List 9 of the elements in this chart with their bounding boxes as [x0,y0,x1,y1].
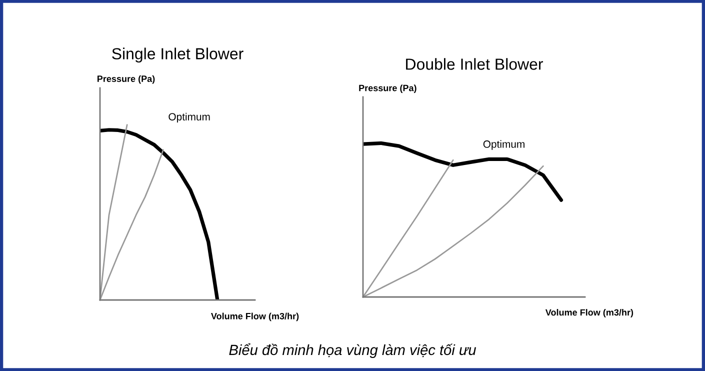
text: Biểu đồ minh họa vùng làm việc tối ưu [229,343,476,358]
y-axis-title: Pressure (Pa) [98,75,155,84]
chart-title: Single Inlet Blower [112,48,244,63]
y-axis-title: Pressure (Pa) [359,84,416,93]
chart-title: Double Inlet Blower [406,58,543,70]
annotation: Optimum [483,140,524,150]
x-axis-title: Volume Flow (m3/hr) [211,312,299,322]
text: Optimum [168,112,210,123]
x-axis-title: Volume Flow (m3/hr) [545,309,634,318]
